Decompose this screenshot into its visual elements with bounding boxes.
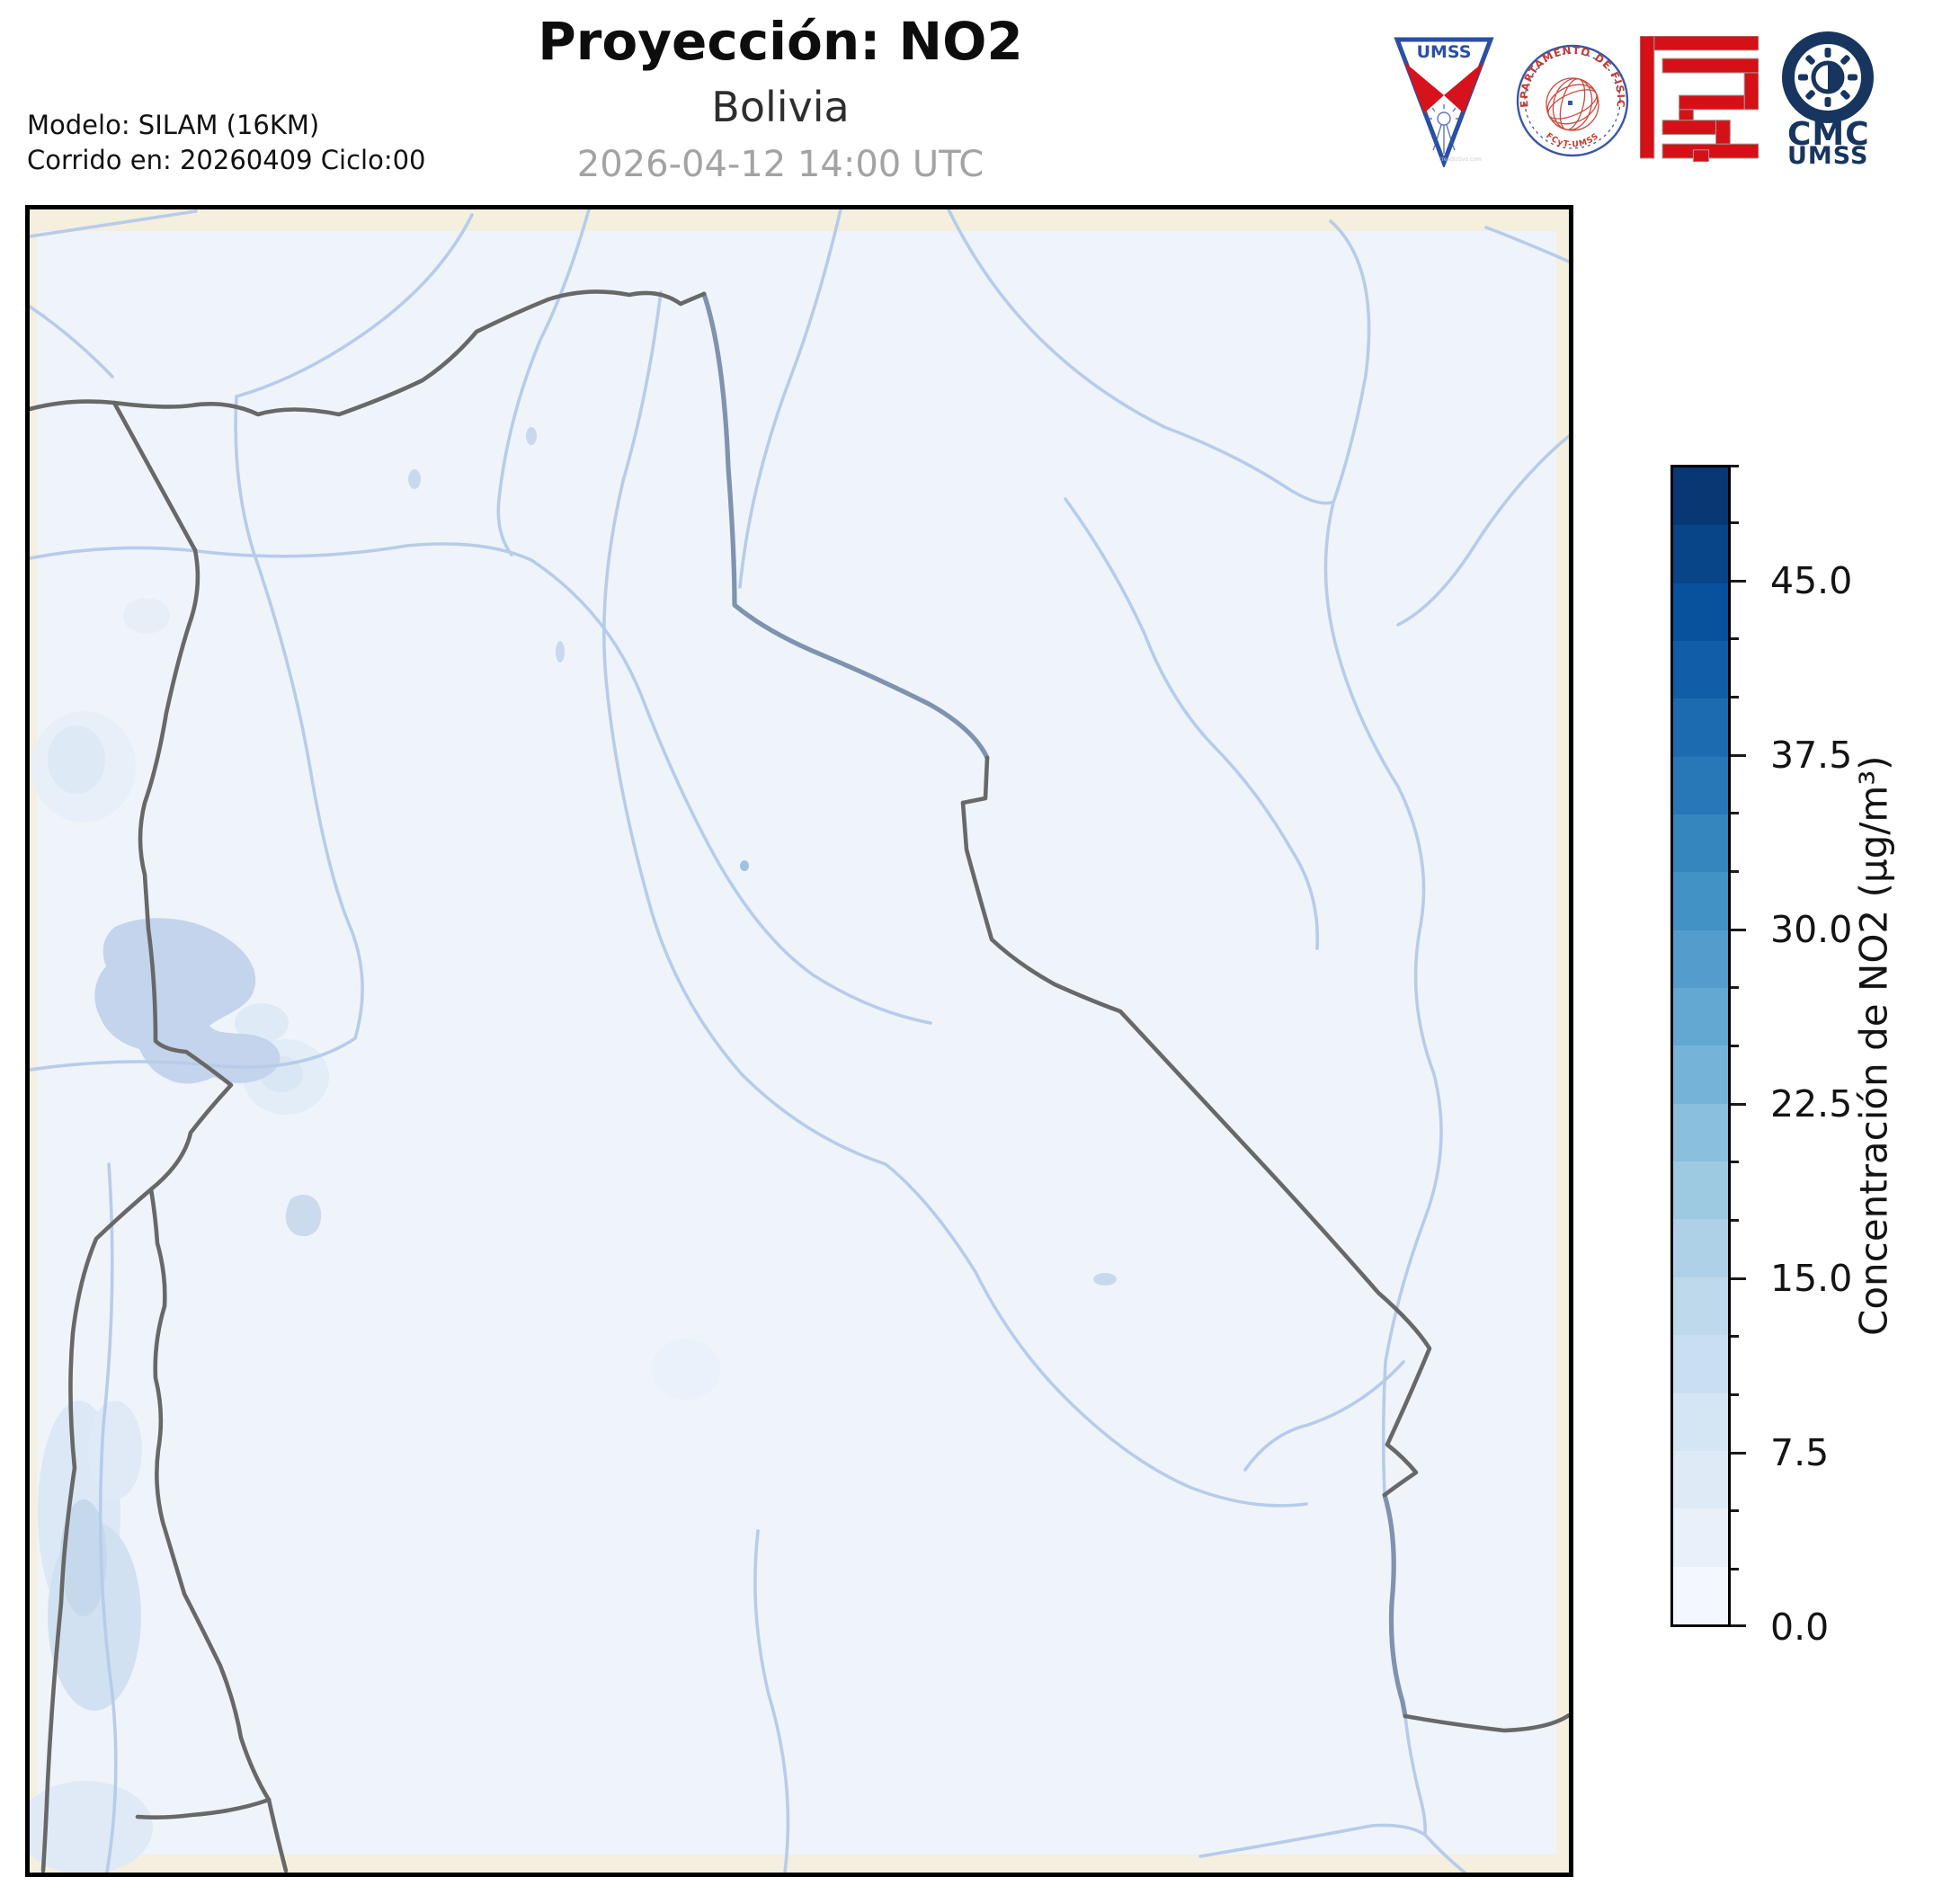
colorbar-segment xyxy=(1673,988,1728,1046)
colorbar-segments xyxy=(1673,467,1728,1624)
model-name-line: Modelo: SILAM (16KM) xyxy=(27,110,320,140)
border-brazil-east xyxy=(960,755,1432,1498)
colorbar-minor-tick xyxy=(1731,696,1739,699)
colorbar-segment xyxy=(1673,1219,1728,1277)
cmc-umss-text: UMSS xyxy=(1787,142,1868,165)
border-peru-south xyxy=(138,547,234,1192)
border-argentina-west xyxy=(135,1797,272,1819)
pennant-umss-text: UMSS xyxy=(1417,42,1472,62)
colorbar-minor-tick xyxy=(1731,1218,1739,1222)
colorbar-segment xyxy=(1673,698,1728,757)
model-info: Modelo: SILAM (16KM) Corrido en: 2026040… xyxy=(27,108,426,178)
pennant-watermark: creadictivo.com xyxy=(1439,156,1482,163)
colorbar-segment xyxy=(1673,1045,1728,1104)
colorbar-minor-tick xyxy=(1731,1567,1739,1570)
lakes xyxy=(94,427,1117,1286)
valid-time-label: 2026-04-12 14:00 UTC xyxy=(576,144,984,185)
paraguay-river-border-southeast xyxy=(1382,1492,1408,1719)
lake-titicaca xyxy=(94,918,281,1084)
page-title: Proyección: NO2 xyxy=(538,11,1023,72)
cmc-eye-half xyxy=(1828,65,1840,90)
colorbar-segment xyxy=(1673,756,1728,815)
colorbar-minor-tick xyxy=(1731,1509,1739,1513)
colorbar-segment xyxy=(1673,467,1728,526)
colorbar-minor-tick xyxy=(1731,986,1739,990)
colorbar-tick-label: 22.5 xyxy=(1770,1082,1853,1126)
colorbar-segment xyxy=(1673,1103,1728,1162)
colorbar-major-tick xyxy=(1731,1624,1746,1627)
border-chile-argentina xyxy=(148,1187,272,1802)
rivers xyxy=(30,209,1569,1873)
colorbar-minor-tick xyxy=(1731,1335,1739,1339)
colorbar-axis-label: Concentración de NO2 (µg/m³) xyxy=(1851,755,1896,1337)
colorbar-major-tick xyxy=(1731,1277,1746,1280)
colorbar-major-tick xyxy=(1731,1451,1746,1455)
seal-dotted-ring xyxy=(1524,52,1621,149)
border-paraguay-south xyxy=(1403,1713,1569,1733)
colorbar-ticks: 45.0 37.5 30.0 22.5 15.0 7.5 0.0 xyxy=(1731,465,1942,1649)
colorbar-segment xyxy=(1673,872,1728,930)
colorbar-tick-label: 37.5 xyxy=(1770,734,1853,778)
colorbar-segment xyxy=(1673,583,1728,642)
border-argentina-south xyxy=(266,1797,289,1873)
colorbar-minor-tick xyxy=(1731,870,1739,874)
colorbar-segment xyxy=(1673,1392,1728,1451)
pennant-red-left xyxy=(1404,62,1444,113)
colorbar-minor-tick xyxy=(1731,465,1739,467)
seal-globe xyxy=(1546,77,1599,131)
pennant-emblem xyxy=(1428,104,1460,154)
lake-poopo xyxy=(285,1194,322,1237)
border-chile-coast xyxy=(40,1187,154,1873)
river-borders xyxy=(701,291,1408,1719)
country-borders xyxy=(30,289,1569,1873)
cmc-eye-outline xyxy=(1811,60,1845,94)
fcyt-maze xyxy=(1640,36,1759,162)
colorbar-tick-label: 30.0 xyxy=(1770,908,1853,952)
colorbar-minor-tick xyxy=(1731,1045,1739,1047)
colorbar-minor-tick xyxy=(1731,521,1739,525)
colorbar-segment xyxy=(1673,525,1728,583)
border-northwest xyxy=(30,289,707,417)
colorbar-segment xyxy=(1673,1566,1728,1624)
colorbar-minor-tick xyxy=(1731,1392,1739,1396)
colorbar-tick-label: 45.0 xyxy=(1770,559,1853,603)
cmc-umss-logo: CMC UMSS xyxy=(1782,31,1874,165)
colorbar-segment xyxy=(1673,1450,1728,1509)
colorbar-tick-label: 15.0 xyxy=(1770,1257,1853,1301)
colorbar-major-tick xyxy=(1731,1102,1746,1106)
colorbar-minor-tick xyxy=(1731,637,1739,641)
colorbar-segment xyxy=(1673,930,1728,989)
cmc-text: CMC xyxy=(1787,116,1870,153)
fcyt-red-logo xyxy=(1640,36,1759,162)
region-subtitle: Bolivia xyxy=(711,83,850,131)
colorbar-segment xyxy=(1673,1335,1728,1393)
colorbar xyxy=(1670,465,1731,1627)
colorbar-segment xyxy=(1673,1161,1728,1220)
colorbar-tick-label: 7.5 xyxy=(1770,1431,1830,1475)
colorbar-tick-label: 0.0 xyxy=(1770,1606,1830,1649)
cmc-sun-rays xyxy=(1798,48,1857,107)
brazil-river-border-north xyxy=(701,291,990,761)
map-frame xyxy=(25,205,1573,1877)
colorbar-segment xyxy=(1673,814,1728,873)
bolivia-map-canvas xyxy=(30,209,1569,1873)
umss-pennant-logo: UMSS creadictivo.com xyxy=(1394,37,1494,167)
colorbar-minor-tick xyxy=(1731,812,1739,815)
colorbar-major-tick xyxy=(1731,753,1746,757)
model-run-line: Corrido en: 20260409 Ciclo:00 xyxy=(27,145,426,175)
colorbar-segment xyxy=(1673,1277,1728,1336)
pennant-red-right xyxy=(1444,62,1483,113)
seal-globe-dot xyxy=(1568,101,1572,105)
colorbar-minor-tick xyxy=(1731,1161,1739,1164)
border-peru-straight xyxy=(111,400,198,553)
colorbar-major-tick xyxy=(1731,928,1746,931)
departamento-fisica-seal: DEPARTAMENTO DE FÍSICA FCyT-UMSS xyxy=(1514,38,1629,157)
colorbar-segment xyxy=(1673,1508,1728,1567)
colorbar-segment xyxy=(1673,641,1728,699)
colorbar-major-tick xyxy=(1731,579,1746,583)
